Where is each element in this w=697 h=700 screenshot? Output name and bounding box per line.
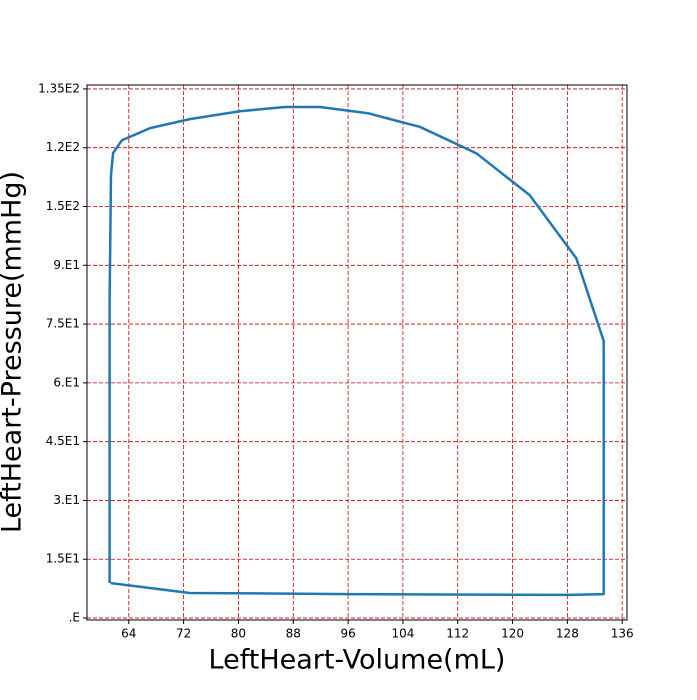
y-tick-label: 7.5E1: [46, 317, 80, 331]
line: [108, 105, 605, 597]
y-tick-label: 1.35E2: [38, 81, 80, 95]
x-tick-label: 120: [501, 627, 524, 641]
x-tick-label: 96: [340, 627, 355, 641]
axes-frame: [86, 84, 628, 621]
y-tick-label: 9.E1: [53, 258, 80, 272]
x-tick-label: 128: [556, 627, 579, 641]
x-axis-label: LeftHeart-Volume(mL): [209, 645, 506, 676]
y-tick-label: 1.5E2: [46, 199, 80, 213]
x-tick-label: 72: [176, 627, 191, 641]
x-tick-label: 136: [611, 627, 634, 641]
y-tick-label: 3.E1: [53, 493, 80, 507]
y-tick-label: 1.2E2: [46, 140, 80, 154]
x-tick-label: 64: [121, 627, 136, 641]
y-axis-label: LeftHeart-Pressure(mmHg): [0, 171, 28, 533]
y-tick-label: 4.5E1: [46, 434, 80, 448]
y-tick-label: 1.5E1: [46, 552, 80, 566]
x-tick-label: 104: [391, 627, 414, 641]
y-tick-label: .E: [69, 611, 80, 625]
x-tick-label: 112: [446, 627, 469, 641]
y-tick-label: 6.E1: [53, 375, 80, 389]
x-tick-label: 88: [286, 627, 301, 641]
x-tick-label: 80: [231, 627, 246, 641]
